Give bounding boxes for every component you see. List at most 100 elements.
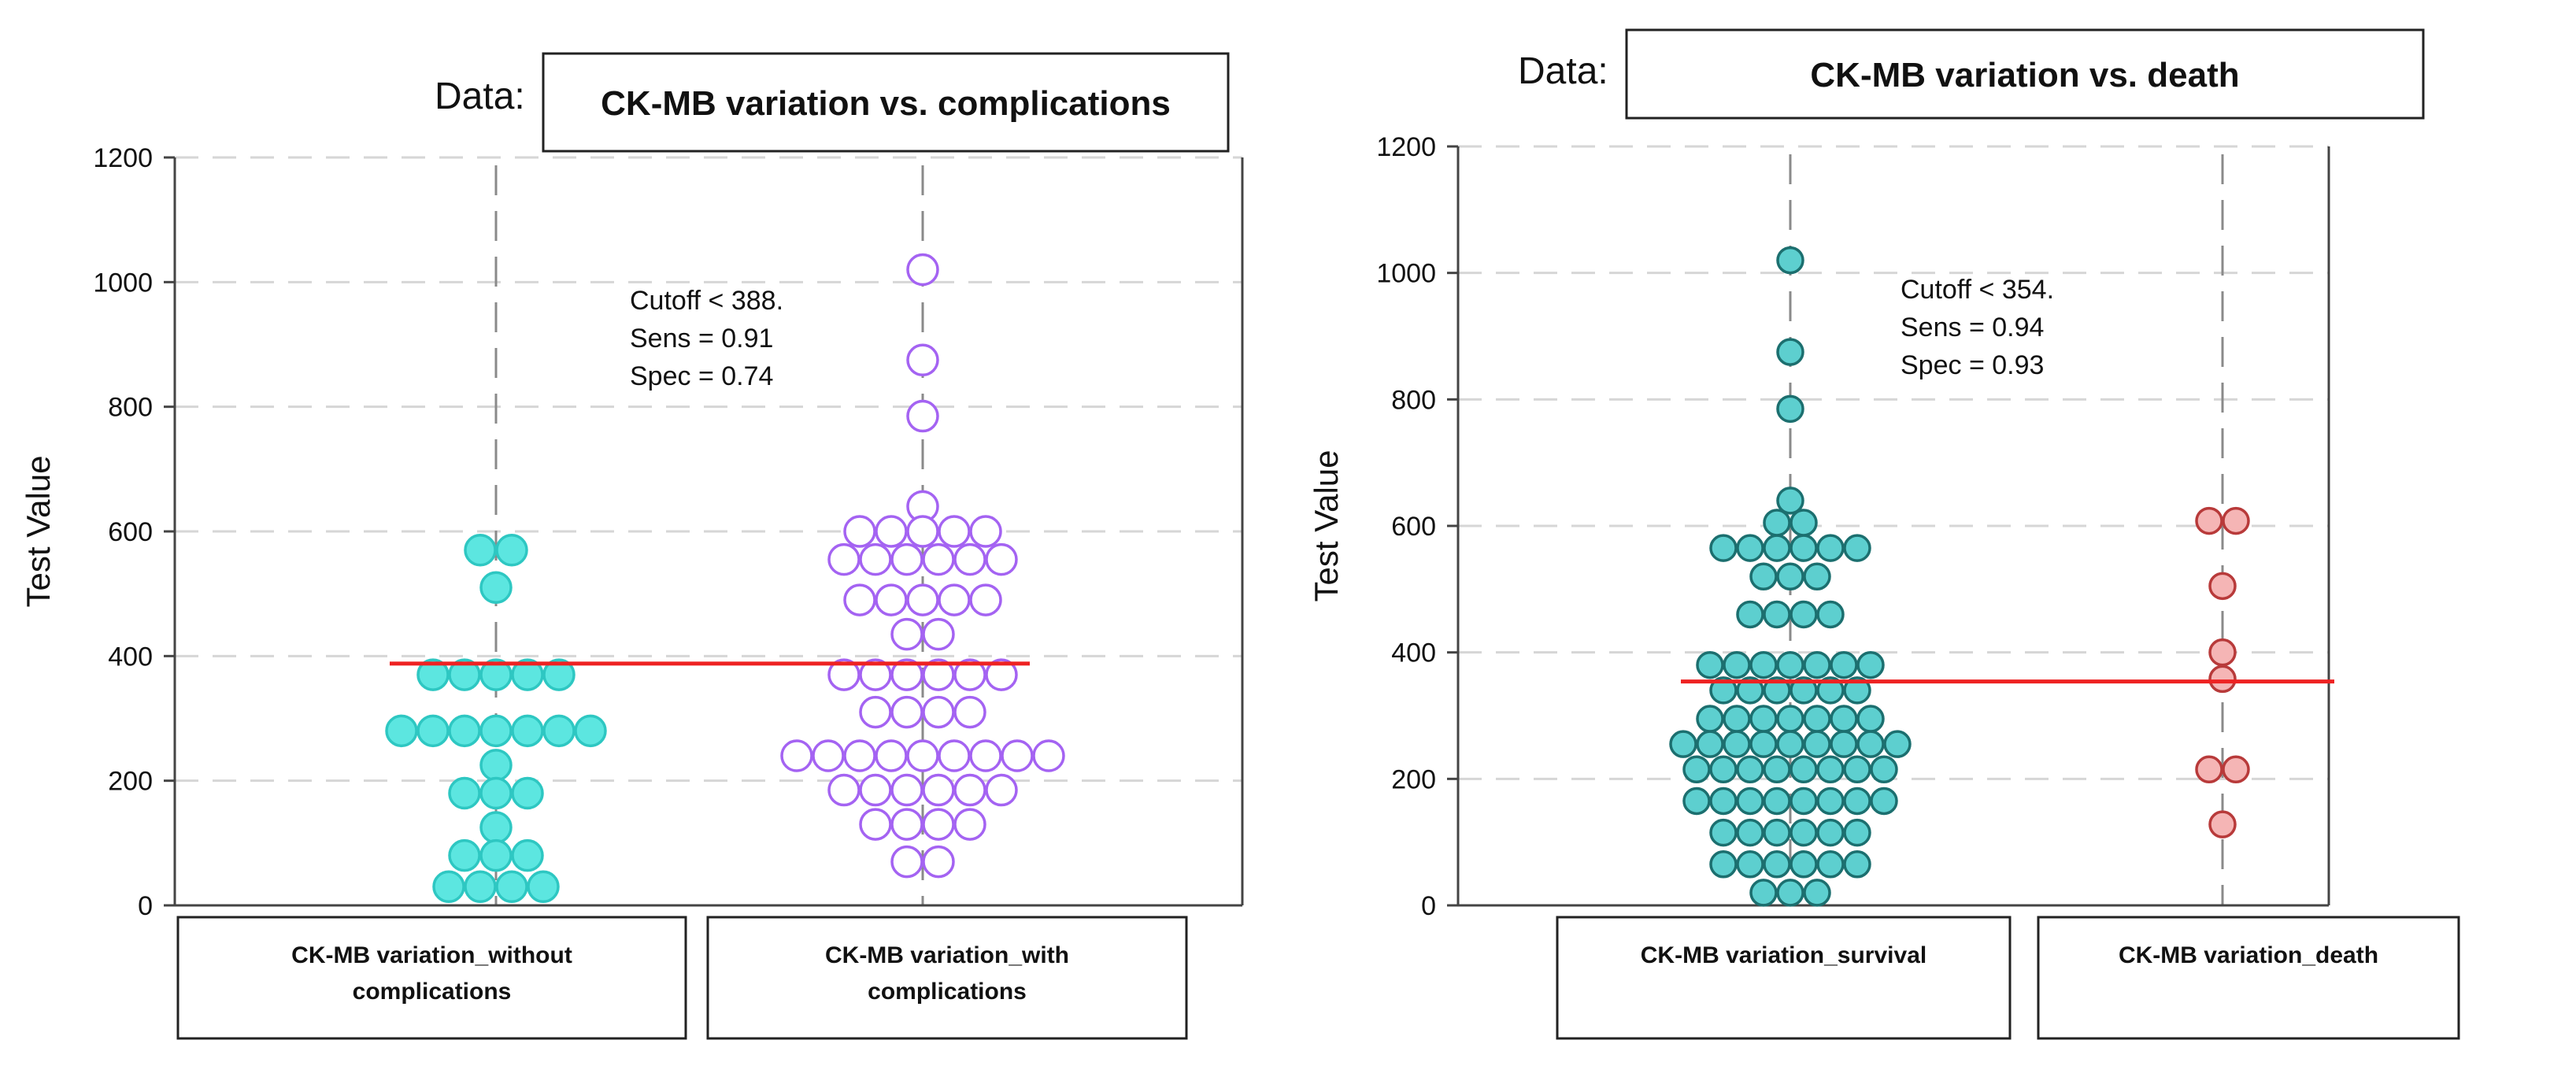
data-point xyxy=(1830,730,1858,758)
data-point xyxy=(464,870,497,903)
y-tick-label: 400 xyxy=(108,642,153,672)
data-point xyxy=(1696,705,1724,733)
chart-title: CK-MB variation vs. complications xyxy=(601,84,1171,123)
data-point xyxy=(859,695,892,729)
data-point xyxy=(479,776,513,810)
data-point xyxy=(906,343,939,377)
data-point xyxy=(1776,879,1804,907)
chart-title: CK-MB variation vs. death xyxy=(1810,56,2239,94)
data-point xyxy=(1790,600,1818,629)
data-point xyxy=(2195,506,2223,535)
data-point xyxy=(1736,850,1764,879)
data-point xyxy=(1843,755,1871,784)
category-label: complications xyxy=(868,979,1027,1005)
data-point xyxy=(985,542,1018,576)
data-point xyxy=(1830,650,1858,679)
data-point xyxy=(1776,562,1804,591)
data-point xyxy=(1776,730,1804,758)
data-point xyxy=(859,542,892,576)
data-point xyxy=(890,773,923,807)
data-point xyxy=(1803,650,1831,679)
data-point xyxy=(1736,786,1764,816)
data-point xyxy=(953,773,986,807)
category-label: CK-MB variation_death xyxy=(2119,942,2378,968)
data-point xyxy=(1843,818,1871,847)
data-point xyxy=(495,870,528,903)
data-point xyxy=(1736,534,1764,562)
data-point xyxy=(859,658,892,691)
data-point xyxy=(1749,705,1778,733)
data-point xyxy=(827,658,861,691)
data-point xyxy=(1843,786,1871,816)
y-tick-label: 400 xyxy=(1391,638,1436,668)
data-point xyxy=(1749,730,1778,758)
data-point xyxy=(953,542,986,576)
data-point xyxy=(1870,786,1898,816)
data-point xyxy=(2208,810,2237,838)
data-point xyxy=(1856,650,1885,679)
data-point xyxy=(479,658,513,691)
data-point xyxy=(1790,786,1818,816)
data-point xyxy=(843,515,876,548)
data-point xyxy=(479,571,513,604)
data-point xyxy=(890,695,923,729)
data-point xyxy=(1763,600,1791,629)
data-point xyxy=(953,695,986,729)
data-point xyxy=(1723,730,1751,758)
data-point xyxy=(875,515,908,548)
data-point xyxy=(938,739,971,772)
data-point xyxy=(1749,650,1778,679)
data-point xyxy=(479,811,513,844)
category-label-box xyxy=(1556,916,2012,1040)
data-point xyxy=(2222,755,2250,784)
data-point xyxy=(1776,394,1804,424)
data-point xyxy=(922,617,955,651)
data-point xyxy=(1736,600,1764,629)
data-point xyxy=(1816,534,1845,562)
data-point xyxy=(1776,650,1804,679)
data-point xyxy=(875,739,908,772)
annotation-line: Spec = 0.93 xyxy=(1901,350,2044,380)
data-point xyxy=(1803,730,1831,758)
data-point xyxy=(985,658,1018,691)
data-point xyxy=(1723,650,1751,679)
data-point xyxy=(574,714,607,748)
data-point xyxy=(1790,850,1818,879)
data-point xyxy=(1803,879,1831,907)
data-point xyxy=(906,399,939,433)
data-point xyxy=(906,515,939,548)
title-box xyxy=(542,52,1230,153)
data-point xyxy=(1803,562,1831,591)
data-point xyxy=(1776,705,1804,733)
data-point xyxy=(511,776,544,810)
data-point xyxy=(1709,818,1738,847)
y-tick-label: 0 xyxy=(138,891,153,921)
y-tick-label: 1000 xyxy=(93,268,153,298)
data-point xyxy=(1790,509,1818,537)
data-point xyxy=(542,714,576,748)
data-point xyxy=(1696,730,1724,758)
data-point xyxy=(859,773,892,807)
data-point xyxy=(1763,509,1791,537)
data-point xyxy=(906,739,939,772)
y-tick-label: 1000 xyxy=(1376,259,1436,289)
y-axis-label: Test Value xyxy=(20,456,57,608)
data-point xyxy=(1709,534,1738,562)
data-point xyxy=(2208,638,2237,667)
y-tick-label: 200 xyxy=(1391,764,1436,794)
data-point xyxy=(2222,506,2250,535)
data-point xyxy=(859,808,892,841)
annotation-line: Sens = 0.91 xyxy=(630,324,773,353)
data-prefix-label: Data: xyxy=(435,76,525,117)
data-point xyxy=(1816,786,1845,816)
data-point xyxy=(1776,487,1804,515)
data-point xyxy=(953,658,986,691)
data-point xyxy=(827,542,861,576)
y-tick-label: 800 xyxy=(108,393,153,423)
data-point xyxy=(1749,879,1778,907)
data-point xyxy=(1816,755,1845,784)
data-point xyxy=(890,542,923,576)
data-point xyxy=(922,695,955,729)
data-point xyxy=(1816,818,1845,847)
data-point xyxy=(827,773,861,807)
